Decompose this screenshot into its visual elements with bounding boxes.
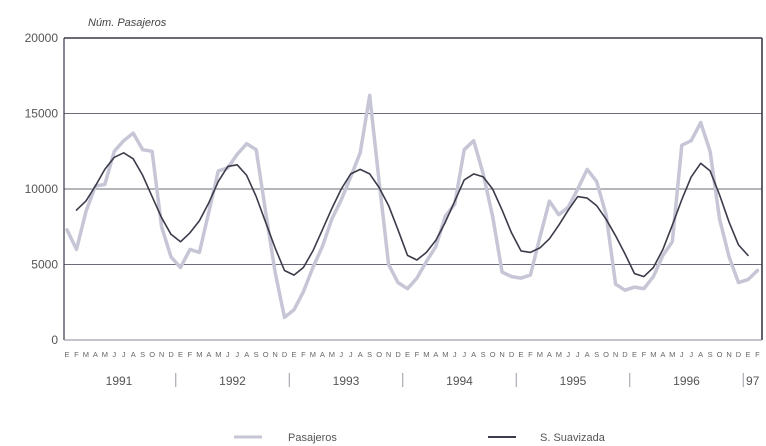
month-tick-label: J [680,350,684,359]
y-tick-label: 0 [51,333,58,347]
month-tick-label: E [291,350,296,359]
month-tick-label: S [254,350,259,359]
month-tick-label: O [376,350,382,359]
month-tick-label: M [423,350,429,359]
year-label: 1994 [446,374,473,388]
month-tick-label: E [64,350,69,359]
month-tick-label: F [528,350,533,359]
month-tick-label: A [206,350,211,359]
month-tick-label: D [509,350,515,359]
year-label: 1992 [219,374,246,388]
month-tick-label: N [499,350,504,359]
month-tick-label: M [669,350,675,359]
month-tick-label: A [547,350,552,359]
month-tick-label: D [622,350,628,359]
month-tick-label: A [244,350,249,359]
month-tick-label: A [585,350,590,359]
month-tick-label: M [102,350,108,359]
month-tick-label: M [537,350,543,359]
month-tick-label: N [272,350,277,359]
legend-label-pasajeros: Pasajeros [288,432,337,444]
month-tick-label: J [339,350,343,359]
month-tick-label: J [122,350,126,359]
month-tick-label: D [282,350,288,359]
month-tick-label: E [405,350,410,359]
month-tick-label: J [235,350,239,359]
month-tick-label: F [415,350,420,359]
year-label: 97 [746,374,760,388]
month-tick-label: S [140,350,145,359]
month-tick-label: A [93,350,98,359]
month-tick-label: F [74,350,79,359]
month-tick-label: J [226,350,230,359]
series-layer [65,93,760,320]
month-tick-label: D [736,350,742,359]
month-tick-label: M [329,350,335,359]
legend-label-suavizada: S. Suavizada [540,432,606,444]
month-tick-label: A [433,350,438,359]
month-tick-label: F [188,350,193,359]
month-tick-label: N [613,350,618,359]
gridlines [64,113,762,265]
month-tick-label: S [708,350,713,359]
month-tick-label: J [453,350,457,359]
month-tick-label: M [556,350,562,359]
month-tick-label: O [717,350,723,359]
month-tick-label: J [462,350,466,359]
month-tick-label: F [642,350,647,359]
series-suavizada-line [75,152,749,278]
month-tick-label: J [112,350,116,359]
month-tick-label: M [215,350,221,359]
month-tick-label: A [320,350,325,359]
month-tick-label: E [632,350,637,359]
month-tick-label: S [594,350,599,359]
y-tick-label: 10000 [25,182,59,196]
month-tick-label: E [518,350,523,359]
month-tick-label: J [689,350,693,359]
y-tick-label: 20000 [25,31,59,45]
month-tick-label: J [349,350,353,359]
month-tick-label: M [650,350,656,359]
month-tick-label: J [566,350,570,359]
month-tick-label: S [481,350,486,359]
month-tick-label: D [395,350,401,359]
month-tick-label: O [490,350,496,359]
month-tick-label: F [755,350,760,359]
year-label: 1996 [673,374,700,388]
month-tick-label: A [660,350,665,359]
series-pasajeros-line [65,93,760,320]
month-tick-label: A [358,350,363,359]
month-tick-label: E [178,350,183,359]
plot-frame [63,37,763,341]
month-tick-label: M [196,350,202,359]
y-axis: 0 5000 10000 15000 20000 [25,31,59,347]
month-tick-label: O [149,350,155,359]
year-label: 1995 [560,374,587,388]
month-tick-label: M [310,350,316,359]
month-tick-label: N [726,350,731,359]
month-tick-label: O [263,350,269,359]
month-tick-label: A [471,350,476,359]
month-tick-label: N [386,350,391,359]
y-tick-label: 15000 [25,107,59,121]
month-tick-label: J [576,350,580,359]
month-tick-label: A [698,350,703,359]
month-tick-label: F [301,350,306,359]
month-tick-label: M [83,350,89,359]
month-tick-label: S [367,350,372,359]
year-label: 1991 [106,374,133,388]
y-axis-label: Núm. Pasajeros [88,17,167,29]
month-tick-label: M [442,350,448,359]
month-tick-label: A [131,350,136,359]
legend: Pasajeros S. Suavizada [234,432,606,444]
y-tick-label: 5000 [31,258,58,272]
month-tick-label: O [603,350,609,359]
year-label: 1993 [333,374,360,388]
month-tick-label: N [159,350,164,359]
month-tick-label: D [168,350,174,359]
month-tick-label: E [745,350,750,359]
